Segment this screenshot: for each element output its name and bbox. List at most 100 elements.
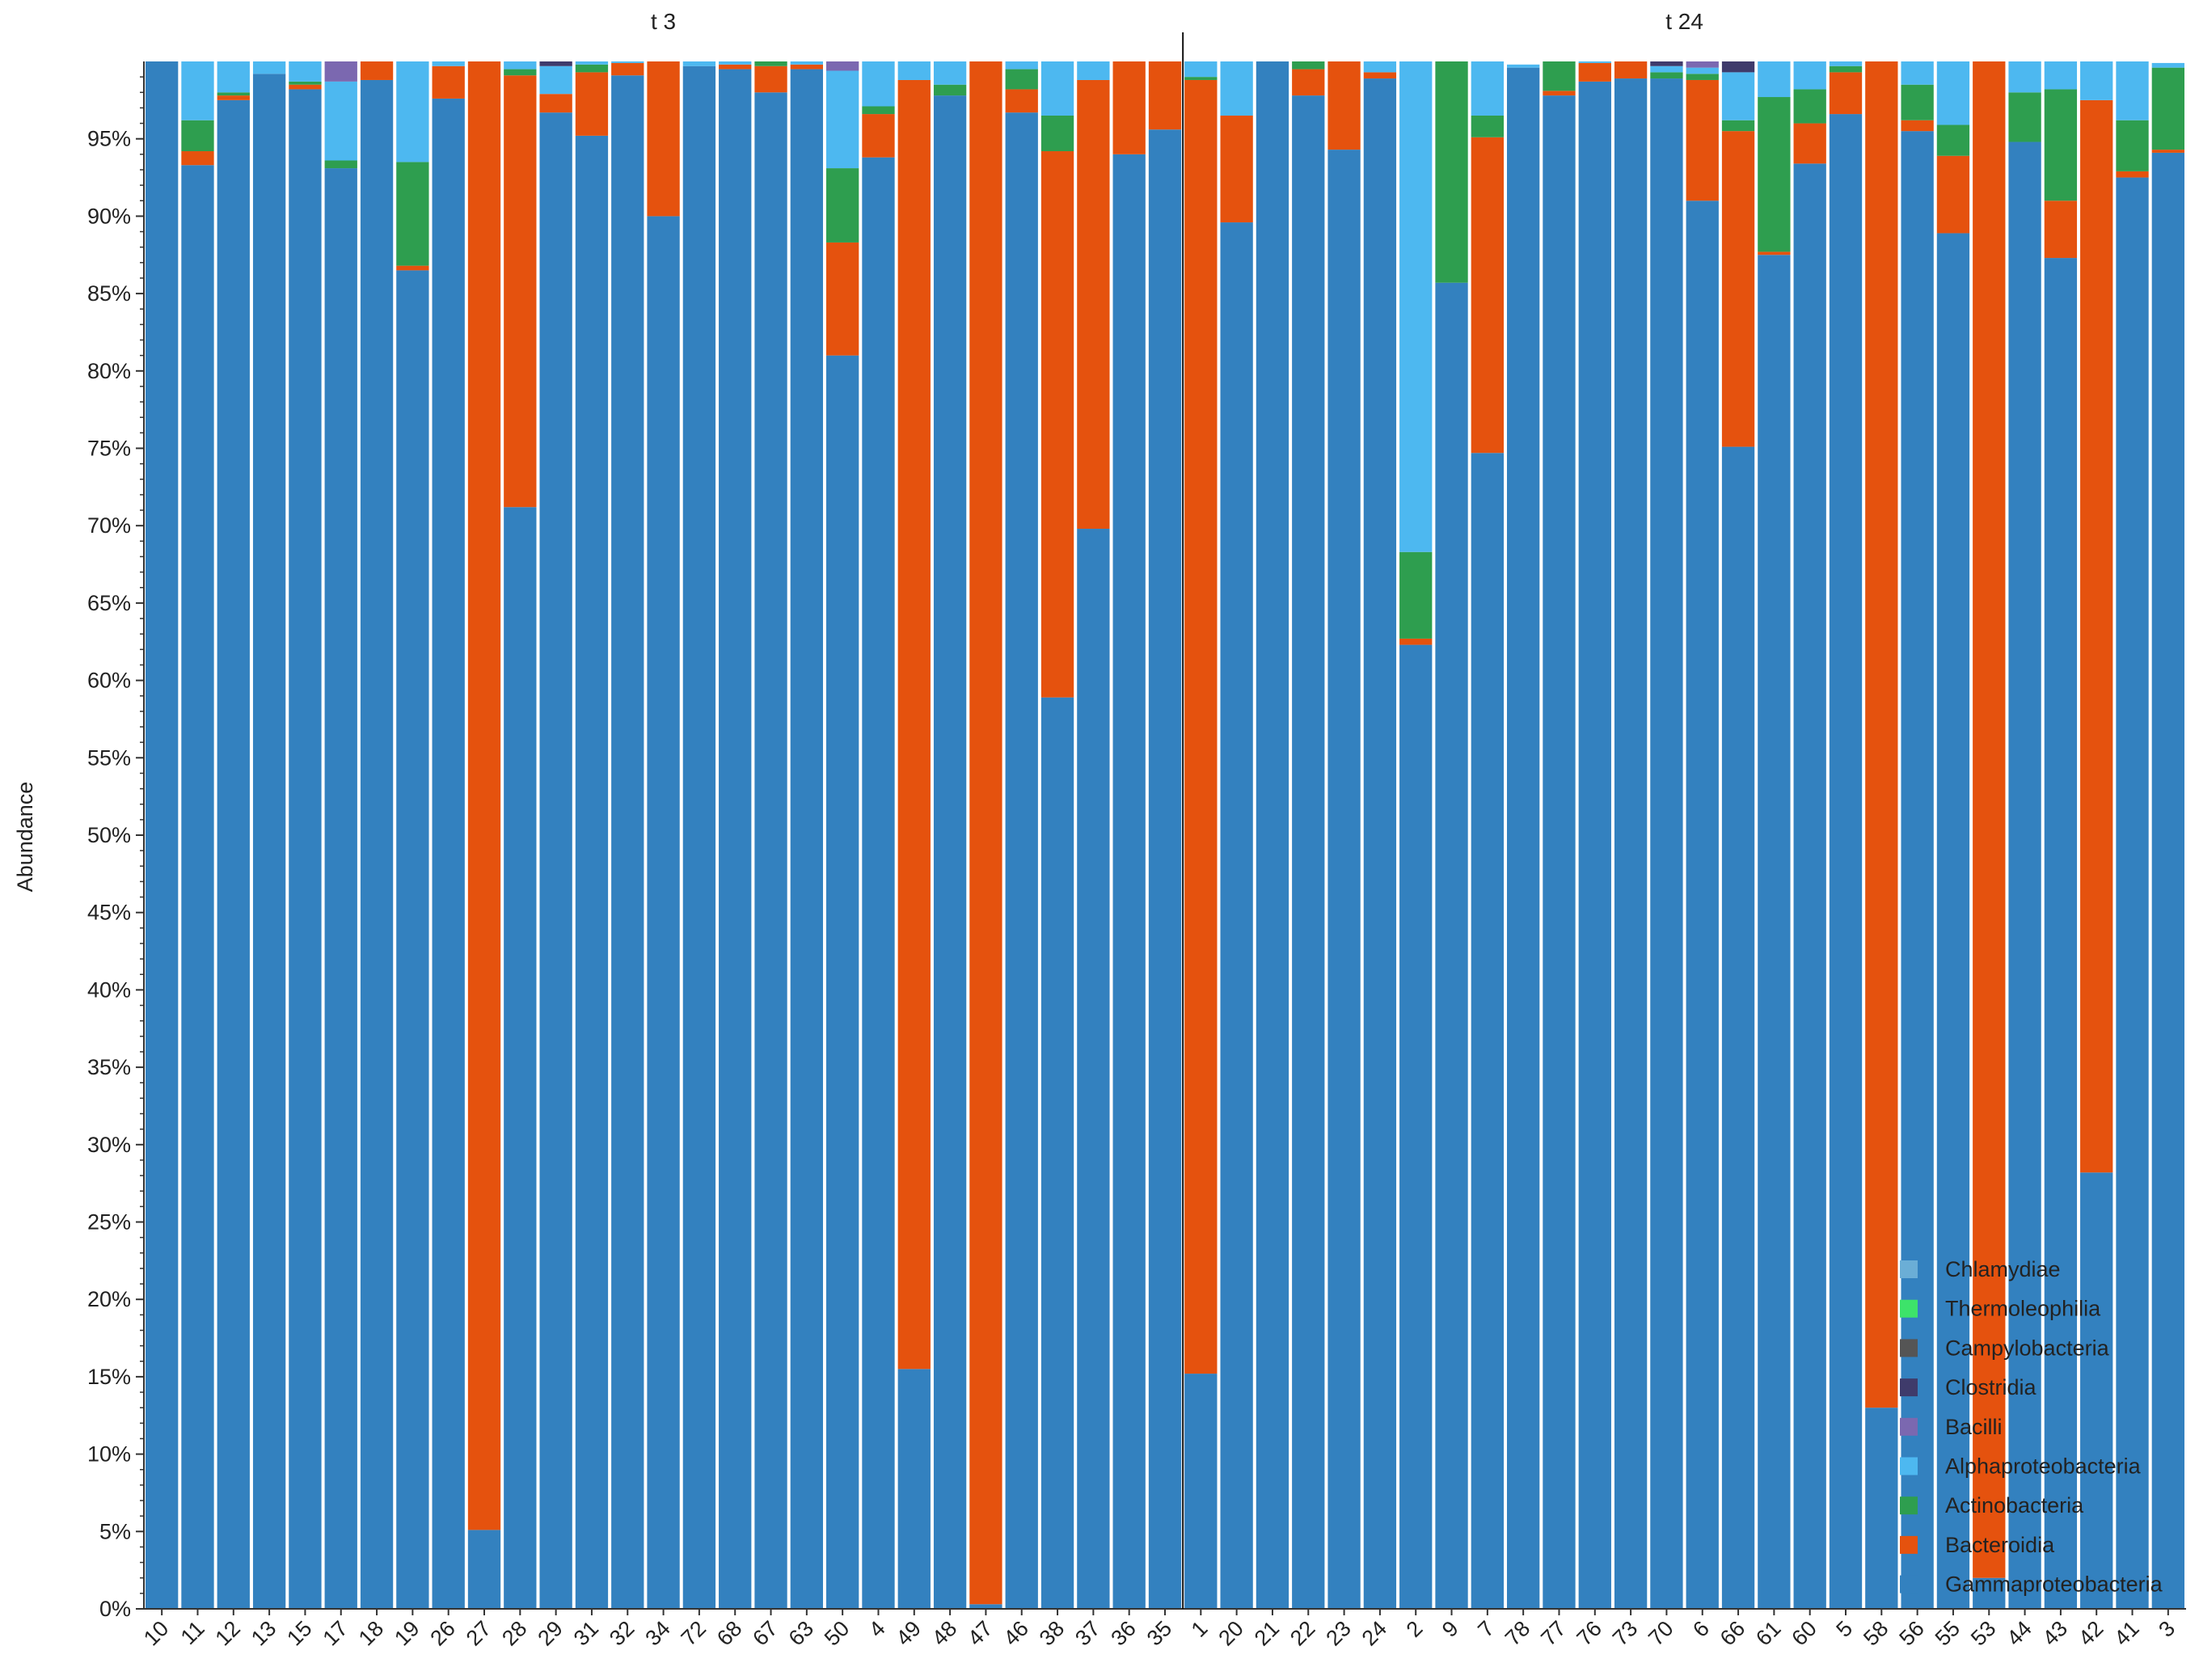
bar-segment-alphaproteobacteria xyxy=(1399,61,1433,552)
bar-segment-gammaproteobacteria xyxy=(396,270,429,1609)
legend-label: Campylobacteria xyxy=(1945,1336,2110,1360)
x-tick-label: 53 xyxy=(1966,1616,2000,1650)
bar-segment-gammaproteobacteria xyxy=(360,79,394,1609)
bar-segment-alphaproteobacteria xyxy=(790,61,823,65)
bar-segment-gammaproteobacteria xyxy=(1829,114,1863,1609)
x-tick-label: 19 xyxy=(390,1616,424,1650)
bar-segment-bacteroidia xyxy=(539,94,572,113)
bar-segment-actinobacteria xyxy=(1543,61,1576,91)
y-tick-label: 70% xyxy=(87,513,131,538)
bar-segment-gammaproteobacteria xyxy=(1220,222,1253,1609)
bar-segment-gammaproteobacteria xyxy=(682,65,716,1610)
bar-segment-gammaproteobacteria xyxy=(2116,177,2149,1609)
bar-segment-bacteroidia xyxy=(1829,72,1863,115)
x-tick-label: 10 xyxy=(139,1616,173,1650)
bar-segment-alphaproteobacteria xyxy=(539,65,572,95)
x-tick-label: 17 xyxy=(319,1616,352,1650)
x-tick-label: 38 xyxy=(1035,1616,1069,1650)
x-tick-label: 13 xyxy=(247,1616,281,1650)
y-tick-label: 15% xyxy=(87,1365,131,1389)
x-tick-label: 37 xyxy=(1070,1616,1104,1650)
bar-segment-bacteroidia xyxy=(1148,61,1182,130)
bar-segment-gammaproteobacteria xyxy=(1292,95,1325,1609)
x-tick-label: 67 xyxy=(748,1616,782,1650)
x-tick-label: 55 xyxy=(1931,1616,1965,1650)
bar-segment-alphaproteobacteria xyxy=(181,61,214,120)
bar-segment-bacteroidia xyxy=(1040,151,1074,698)
bar-segment-clostridia xyxy=(539,61,572,66)
bar-segment-bacteroidia xyxy=(754,65,787,93)
bar-segment-gammaproteobacteria xyxy=(1005,112,1038,1610)
bar-segment-alphaproteobacteria xyxy=(826,70,859,169)
legend-label: Alphaproteobacteria xyxy=(1945,1454,2142,1479)
bar-segment-alphaproteobacteria xyxy=(289,61,322,82)
x-tick-label: 68 xyxy=(712,1616,746,1650)
bar-segment-actinobacteria xyxy=(504,69,537,76)
bar-segment-actinobacteria xyxy=(1650,72,1683,79)
x-tick-label: 35 xyxy=(1142,1616,1176,1650)
bar-segment-gammaproteobacteria xyxy=(1363,78,1397,1610)
bar-segment-bacteroidia xyxy=(1292,69,1325,96)
y-tick-label: 45% xyxy=(87,901,131,925)
x-tick-label: 73 xyxy=(1608,1616,1642,1650)
legend-swatch xyxy=(1900,1378,1918,1397)
bar-segment-bacteroidia xyxy=(862,114,895,158)
bar-segment-alphaproteobacteria xyxy=(2116,61,2149,120)
bar-segment-bacteroidia xyxy=(1865,61,1898,1408)
y-tick-label: 85% xyxy=(87,281,131,306)
x-tick-label: 24 xyxy=(1357,1616,1391,1650)
x-tick-label: 29 xyxy=(533,1616,567,1650)
bar-segment-gammaproteobacteria xyxy=(1578,81,1611,1610)
bar-segment-alphaproteobacteria xyxy=(504,61,537,70)
legend-label: Gammaproteobacteria xyxy=(1945,1572,2163,1597)
bar-segment-bacteroidia xyxy=(1543,91,1576,96)
bar-segment-alphaproteobacteria xyxy=(2080,61,2113,100)
bar-segment-gammaproteobacteria xyxy=(1721,446,1755,1610)
x-tick-label: 22 xyxy=(1285,1616,1319,1650)
bar-segment-gammaproteobacteria xyxy=(575,135,609,1610)
bar-segment-bacteroidia xyxy=(1973,61,2006,1578)
bar-segment-actinobacteria xyxy=(1936,125,1970,156)
bar-segment-alphaproteobacteria xyxy=(1758,61,1791,98)
bar-segment-gammaproteobacteria xyxy=(1327,150,1361,1609)
bar-segment-gammaproteobacteria xyxy=(969,1604,1002,1609)
bar-segment-gammaproteobacteria xyxy=(2008,141,2041,1610)
bar-segment-alphaproteobacteria xyxy=(1650,65,1683,73)
bar-segment-gammaproteobacteria xyxy=(1901,131,1934,1609)
bar-segment-gammaproteobacteria xyxy=(2151,152,2184,1609)
x-tick-label: 76 xyxy=(1572,1616,1606,1650)
y-tick-label: 80% xyxy=(87,359,131,383)
bar-segment-actinobacteria xyxy=(1793,89,1826,124)
y-tick-label: 20% xyxy=(87,1287,131,1311)
bar-segment-actinobacteria xyxy=(1040,115,1074,152)
bar-segment-bacteroidia xyxy=(790,64,823,70)
legend-swatch xyxy=(1900,1339,1918,1357)
y-tick-label: 0% xyxy=(99,1597,131,1621)
y-tick-label: 5% xyxy=(99,1519,131,1543)
bar-segment-gammaproteobacteria xyxy=(2080,1172,2113,1609)
bar-segment-gammaproteobacteria xyxy=(467,1530,501,1609)
bar-segment-alphaproteobacteria xyxy=(1507,64,1540,68)
legend-swatch xyxy=(1900,1299,1918,1318)
bar-segment-actinobacteria xyxy=(1399,551,1433,639)
x-tick-label: 41 xyxy=(2109,1616,2143,1650)
bar-segment-bacteroidia xyxy=(1220,115,1253,223)
bar-segment-gammaproteobacteria xyxy=(1865,1408,1898,1609)
bar-segment-bacteroidia xyxy=(181,151,214,166)
x-tick-label: 1 xyxy=(1187,1616,1213,1642)
bar-segment-gammaproteobacteria xyxy=(754,92,787,1609)
bar-segment-gammaproteobacteria xyxy=(324,168,357,1609)
bar-segment-bacteroidia xyxy=(1471,137,1504,454)
chart-panels: t 310 11 12 13 15 17 18 19 26 27 28 29 31 32 34 72 68 67 6… xyxy=(139,9,2184,1650)
bar-segment-actinobacteria xyxy=(1435,61,1468,283)
bar-segment-bacteroidia xyxy=(2151,150,2184,153)
x-tick-label: 3 xyxy=(2154,1616,2180,1642)
bar-segment-bacteroidia xyxy=(719,64,752,70)
bar-segment-bacteroidia xyxy=(826,242,859,356)
legend-label: Bacteroidia xyxy=(1945,1533,2055,1557)
bar-segment-gammaproteobacteria xyxy=(1507,67,1540,1609)
bar-segment-alphaproteobacteria xyxy=(1077,61,1110,80)
x-tick-label: 47 xyxy=(963,1616,997,1650)
bar-segment-actinobacteria xyxy=(1829,65,1863,73)
x-tick-label: 44 xyxy=(2002,1616,2036,1650)
